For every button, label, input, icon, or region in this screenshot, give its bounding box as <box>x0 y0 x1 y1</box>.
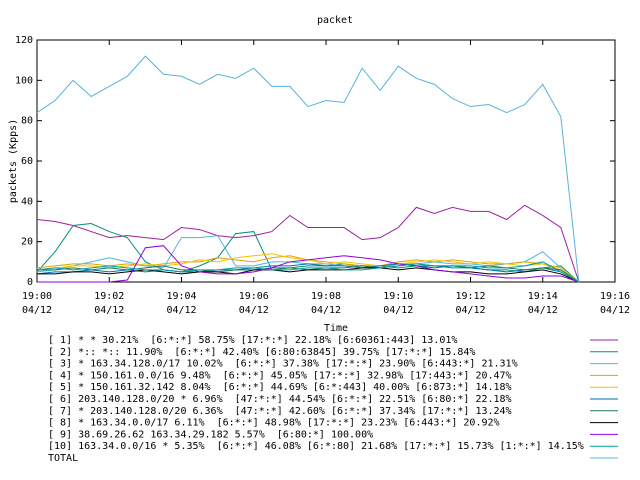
legend-label: [ 3] * 163.34.128.0/17 10.02% [6:*:*] 37… <box>48 359 518 370</box>
legend-label: [ 4] * 150.161.0.0/16 9.48% [6:*:*] 45.0… <box>48 370 512 381</box>
x-tick-label: 04/12 <box>528 305 558 316</box>
y-tick-label: 0 <box>27 277 33 288</box>
legend-label: [ 2] *:: *:: 11.90% [6:*:*] 42.40% [6:80… <box>48 347 475 358</box>
y-tick-label: 120 <box>15 35 33 46</box>
x-tick-label: 19:06 <box>239 291 269 302</box>
x-tick-label: 19:14 <box>528 291 558 302</box>
legend-label: [ 9] 38.69.26.62 163.34.29.182 5.57% [6:… <box>48 429 373 440</box>
legend-label: TOTAL <box>48 453 78 464</box>
y-axis-label: packets (Kpps) <box>8 119 19 203</box>
legend-label: [ 7] * 203.140.128.0/20 6.36% [47:*:*] 4… <box>48 406 512 417</box>
y-tick-label: 20 <box>21 237 33 248</box>
y-tick-label: 100 <box>15 75 33 86</box>
y-tick-label: 80 <box>21 116 33 127</box>
series-line <box>36 55 580 283</box>
x-tick-label: 04/12 <box>94 305 124 316</box>
x-tick-label: 04/12 <box>455 305 485 316</box>
x-tick-label: 19:04 <box>166 291 196 302</box>
y-tick-label: 40 <box>21 196 33 207</box>
series-line <box>36 204 580 283</box>
plot-frame <box>36 39 616 283</box>
series-line <box>37 267 580 283</box>
legend-label: [ 1] * * 30.21% [6:*:*] 58.75% [17:*:*] … <box>48 335 457 346</box>
legend-label: [10] 163.34.0.0/16 * 5.35% [6:*:*] 46.08… <box>48 441 584 452</box>
x-tick-label: 19:12 <box>455 291 485 302</box>
x-tick-label: 19:08 <box>311 291 341 302</box>
series-line <box>36 261 580 283</box>
x-tick-label: 04/12 <box>383 305 413 316</box>
x-tick-label: 04/12 <box>311 305 341 316</box>
x-tick-label: 04/12 <box>239 305 269 316</box>
legend-label: [ 5] * 150.161.32.142 8.04% [6:*:*] 44.6… <box>48 382 512 393</box>
chart-title: packet <box>317 15 353 26</box>
legend-label: [ 6] 203.140.128.0/20 * 6.96% [47:*:*] 4… <box>48 394 512 405</box>
x-tick-label: 04/12 <box>600 305 630 316</box>
x-tick-label: 19:00 <box>22 291 52 302</box>
x-tick-label: 04/12 <box>22 305 52 316</box>
series-line <box>37 245 580 283</box>
legend-label: [ 8] * 163.34.0.0/17 6.11% [6:*:*] 48.98… <box>48 418 500 429</box>
series-line <box>36 235 580 283</box>
x-tick-label: 19:16 <box>600 291 630 302</box>
x-tick-label: 04/12 <box>166 305 196 316</box>
x-tick-label: 19:02 <box>94 291 124 302</box>
x-tick-label: 19:10 <box>383 291 413 302</box>
y-tick-label: 60 <box>21 156 33 167</box>
x-axis-label: Time <box>324 323 348 334</box>
